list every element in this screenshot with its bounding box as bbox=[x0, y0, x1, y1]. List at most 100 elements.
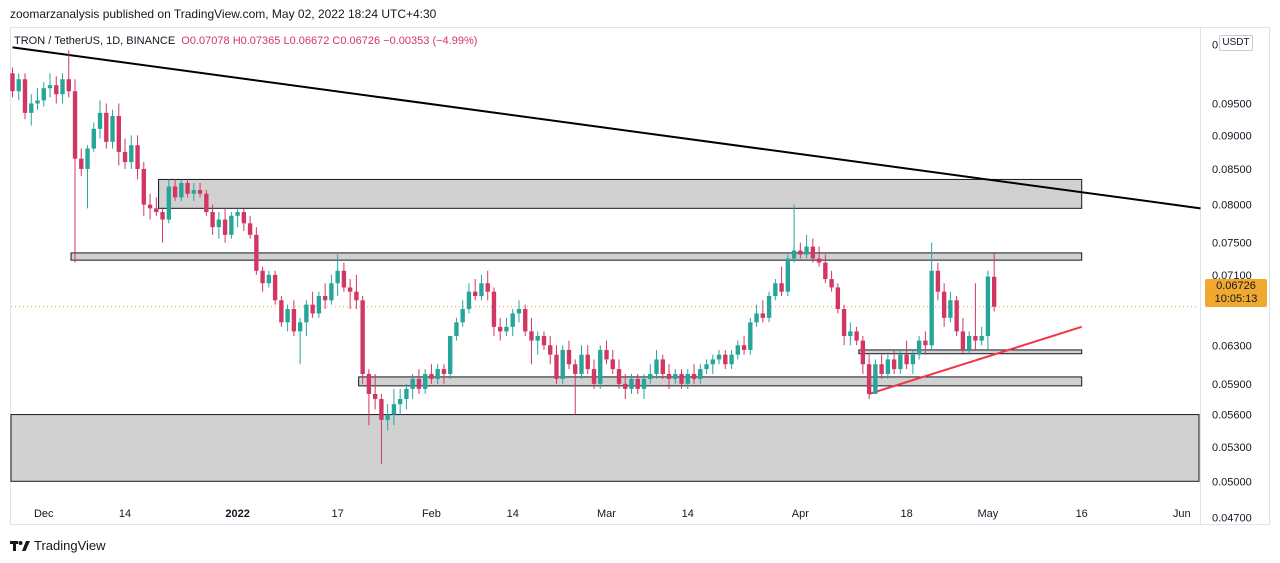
candle bbox=[841, 304, 847, 346]
candle bbox=[473, 279, 478, 301]
candle-body bbox=[485, 283, 490, 292]
candle-body bbox=[891, 359, 897, 370]
candle-body bbox=[335, 270, 340, 284]
candle-body bbox=[466, 291, 472, 310]
candle bbox=[72, 79, 78, 263]
candle bbox=[141, 162, 146, 216]
candle bbox=[347, 279, 353, 310]
candle bbox=[529, 317, 534, 365]
tradingview-logo-text: TradingView bbox=[34, 538, 106, 553]
candle bbox=[541, 331, 547, 350]
candle bbox=[10, 67, 15, 98]
high-value: H0.07365 bbox=[232, 35, 281, 47]
candle-body bbox=[535, 335, 540, 341]
candle-body bbox=[154, 208, 159, 213]
candle bbox=[760, 300, 766, 323]
candle-body bbox=[879, 364, 884, 374]
candle bbox=[266, 270, 272, 288]
candle bbox=[210, 204, 215, 235]
time-label: Apr bbox=[792, 508, 809, 520]
candle-body bbox=[673, 373, 678, 379]
candle-body bbox=[835, 287, 841, 310]
chart-pane[interactable] bbox=[10, 27, 1200, 525]
candle-body bbox=[254, 234, 259, 271]
tradingview-logo[interactable]: TradingView bbox=[10, 538, 106, 553]
candle-body bbox=[60, 79, 65, 95]
candle bbox=[710, 354, 715, 374]
publisher-caption: zoomarzanalysis published on TradingView… bbox=[10, 7, 437, 21]
candle-body bbox=[966, 335, 972, 350]
candle-body bbox=[310, 304, 315, 314]
candle-body bbox=[929, 270, 934, 346]
candle bbox=[241, 208, 247, 231]
candle-body bbox=[10, 73, 15, 92]
candle bbox=[285, 304, 290, 332]
candle bbox=[910, 349, 916, 374]
candle-body bbox=[72, 91, 78, 159]
candle-body bbox=[779, 283, 784, 292]
candle bbox=[785, 254, 791, 296]
candle bbox=[904, 340, 909, 370]
candle-body bbox=[723, 354, 728, 365]
symbol-legend: TRON / TetherUS, 1D, BINANCE O0.07078 H0… bbox=[14, 35, 477, 47]
candle bbox=[891, 349, 897, 374]
candle-body bbox=[791, 250, 797, 259]
candle bbox=[454, 317, 459, 341]
candle-body bbox=[973, 335, 978, 341]
candle-body bbox=[691, 373, 697, 379]
trendlines-layer bbox=[11, 46, 1201, 395]
candle-body bbox=[760, 313, 766, 318]
candle bbox=[485, 270, 490, 301]
symbol-name: TRON / TetherUS, 1D, BINANCE bbox=[14, 35, 176, 47]
candle-body bbox=[529, 331, 534, 341]
time-label: May bbox=[978, 508, 999, 520]
candle bbox=[748, 317, 753, 355]
price-label: 0.08000 bbox=[1212, 200, 1252, 212]
candle-body bbox=[360, 300, 365, 374]
candle bbox=[666, 364, 672, 389]
candle-body bbox=[104, 112, 109, 142]
candle-body bbox=[247, 223, 253, 235]
candle-body bbox=[47, 85, 53, 89]
price-label: 0.08500 bbox=[1212, 164, 1252, 176]
candle bbox=[279, 295, 284, 327]
candle bbox=[535, 331, 540, 355]
candle-body bbox=[491, 291, 497, 327]
candle bbox=[504, 317, 509, 336]
currency-badge[interactable]: USDT bbox=[1219, 35, 1253, 51]
candle bbox=[422, 369, 428, 394]
price-label: 0.07500 bbox=[1212, 238, 1252, 250]
candle-body bbox=[910, 354, 916, 365]
price-label: 0.07100 bbox=[1212, 270, 1252, 282]
candle-body bbox=[666, 373, 672, 379]
candle-body bbox=[679, 373, 684, 384]
candle-body bbox=[585, 354, 590, 370]
candle-body bbox=[85, 148, 90, 169]
candle-body bbox=[741, 345, 747, 350]
candle-body bbox=[397, 399, 403, 405]
candle bbox=[260, 266, 265, 292]
open-value: O0.07078 bbox=[181, 35, 230, 47]
candle bbox=[779, 266, 784, 296]
candle bbox=[954, 295, 959, 336]
candle-body bbox=[66, 79, 71, 92]
candle bbox=[172, 179, 178, 201]
zone-rect-3 bbox=[858, 349, 1083, 355]
candle-body bbox=[498, 326, 503, 332]
countdown-value: 10:05:13 bbox=[1214, 293, 1258, 305]
candle bbox=[866, 354, 872, 400]
last-price-value: 0.06726 bbox=[1216, 280, 1256, 292]
candle-body bbox=[16, 79, 21, 92]
price-axis[interactable] bbox=[1200, 27, 1270, 525]
candle-body bbox=[798, 250, 803, 255]
candle-body bbox=[410, 378, 415, 389]
candle-body bbox=[316, 295, 322, 314]
candle-body bbox=[54, 85, 59, 95]
candle bbox=[654, 349, 659, 379]
low-value: L0.06672 bbox=[283, 35, 330, 47]
candle bbox=[616, 359, 622, 389]
candle bbox=[372, 373, 378, 410]
candle bbox=[429, 364, 434, 384]
candle-body bbox=[141, 168, 146, 205]
